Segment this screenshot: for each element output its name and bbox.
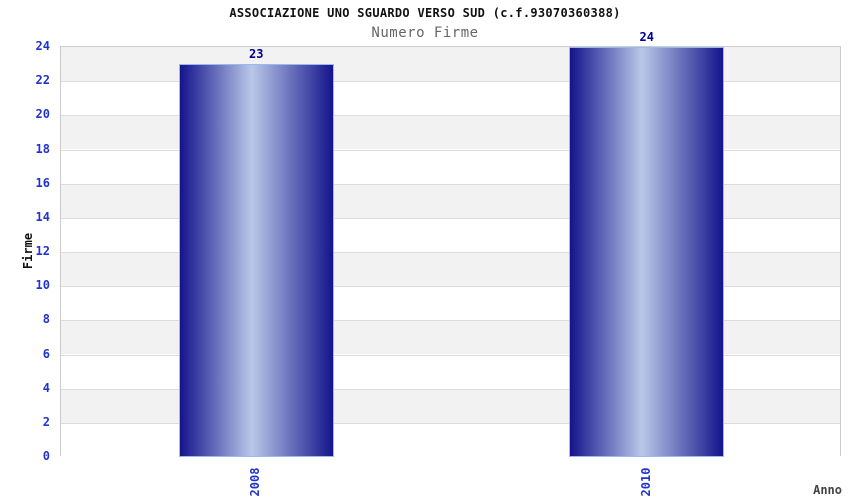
y-tick-label: 22 xyxy=(35,73,50,88)
plot-area: 23 24 xyxy=(60,30,841,457)
y-tick-label: 20 xyxy=(35,107,50,122)
y-tick-label: 10 xyxy=(35,278,50,293)
bar-value-label: 24 xyxy=(639,30,654,44)
y-tick-label: 14 xyxy=(35,209,50,224)
y-tick-label: 4 xyxy=(42,380,50,395)
y-tick-label: 6 xyxy=(42,346,50,361)
y-tick-label: 24 xyxy=(35,39,50,53)
y-tick-label: 8 xyxy=(42,312,50,327)
bar-2010 xyxy=(569,47,725,457)
y-tick-label: 0 xyxy=(42,449,50,463)
y-tick-label: 12 xyxy=(35,244,50,258)
chart-title: ASSOCIAZIONE UNO SGUARDO VERSO SUD (c.f.… xyxy=(229,6,621,20)
y-tick-label: 2 xyxy=(42,414,50,429)
chart-subtitle: Numero Firme xyxy=(371,25,479,41)
y-tick-label: 16 xyxy=(35,175,50,190)
x-axis-title: Anno xyxy=(813,483,842,497)
y-tick-label: 18 xyxy=(35,141,50,156)
x-tick-label: 2010 xyxy=(638,467,653,497)
x-tick-label: 2008 xyxy=(248,467,263,497)
bar-2008 xyxy=(178,64,334,457)
bar-value-label: 23 xyxy=(249,47,264,62)
